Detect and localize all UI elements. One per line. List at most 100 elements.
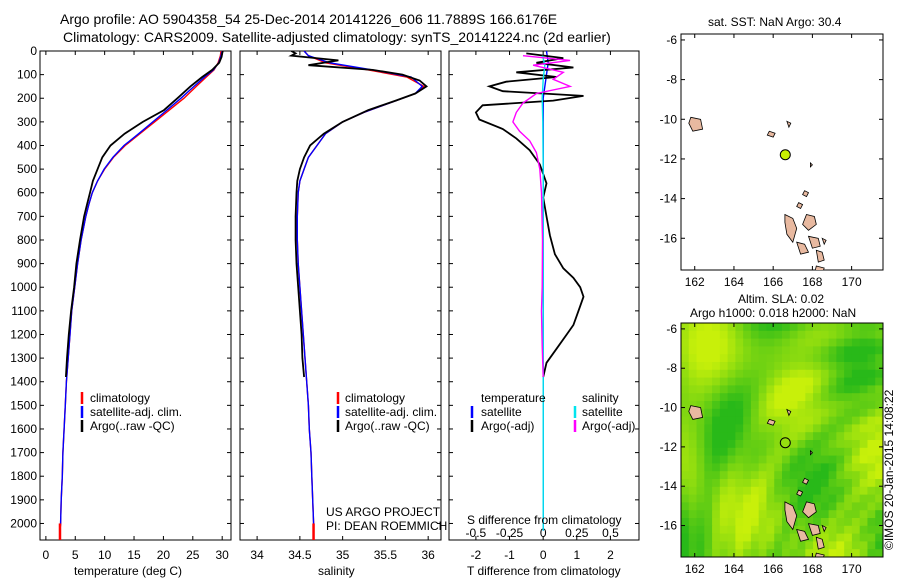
heatmap-cell bbox=[727, 401, 736, 410]
heatmap-cell bbox=[805, 401, 814, 410]
heatmap-cell bbox=[688, 369, 698, 379]
heatmap-cell bbox=[789, 416, 799, 425]
heatmap-cell bbox=[712, 440, 721, 449]
heatmap-cell bbox=[766, 369, 775, 379]
heatmap-cell bbox=[813, 330, 822, 340]
heatmap-cell bbox=[836, 447, 845, 457]
heatmap-cell bbox=[727, 393, 736, 402]
y-tick-label: 600 bbox=[17, 186, 37, 200]
top-tick-label: -0.5 bbox=[466, 526, 487, 540]
sla-map-frame bbox=[680, 322, 884, 558]
island bbox=[814, 552, 825, 557]
map-y-tick-label: -8 bbox=[666, 73, 677, 87]
map-y-tick-label: -6 bbox=[666, 33, 677, 47]
heatmap-cell bbox=[727, 346, 736, 355]
heatmap-cell bbox=[774, 518, 783, 527]
heatmap-cell bbox=[875, 401, 883, 410]
heatmap-cell bbox=[875, 479, 883, 488]
heatmap-cell bbox=[750, 440, 760, 449]
heatmap-cell bbox=[820, 479, 830, 488]
heatmap-cell bbox=[851, 541, 861, 550]
heatmap-cell bbox=[758, 510, 768, 519]
map-y-tick-label: -6 bbox=[666, 322, 677, 336]
heatmap-cell bbox=[813, 471, 822, 480]
heatmap-cell bbox=[774, 486, 783, 496]
heatmap-cell bbox=[758, 416, 768, 425]
heatmap-cell bbox=[774, 408, 783, 418]
heatmap-cell bbox=[851, 447, 861, 457]
heatmap-cell bbox=[782, 541, 791, 550]
heatmap-cell bbox=[836, 346, 845, 355]
heatmap-cell bbox=[828, 486, 837, 496]
heatmap-cell bbox=[797, 346, 806, 355]
heatmap-cell bbox=[681, 362, 690, 371]
heatmap-cell bbox=[836, 502, 845, 511]
heatmap-cell bbox=[805, 362, 814, 371]
heatmap-cell bbox=[727, 416, 736, 425]
heatmap-cell bbox=[750, 424, 760, 433]
heatmap-cell bbox=[766, 362, 775, 371]
heatmap-cell bbox=[750, 385, 760, 394]
heatmap-cell bbox=[727, 385, 736, 394]
heatmap-cell bbox=[867, 518, 876, 527]
heatmap-cell bbox=[704, 549, 713, 557]
heatmap-cell bbox=[758, 494, 768, 503]
heatmap-cell bbox=[828, 385, 837, 394]
heatmap-cell bbox=[735, 424, 744, 433]
heatmap-cell bbox=[688, 401, 698, 410]
heatmap-cell bbox=[743, 408, 752, 418]
heatmap-cell bbox=[681, 369, 690, 379]
heatmap-cell bbox=[813, 463, 822, 472]
top-tick-label: -0.25 bbox=[496, 526, 524, 540]
salinity-x-label: salinity bbox=[318, 564, 355, 578]
heatmap-cell bbox=[867, 486, 876, 496]
heatmap-cell bbox=[844, 323, 853, 332]
heatmap-cell bbox=[797, 549, 806, 557]
imos-timestamp-label: ©IMOS 20-Jan-2015 14:08:22 bbox=[882, 389, 896, 550]
heatmap-cell bbox=[782, 440, 791, 449]
heatmap-cell bbox=[836, 377, 845, 386]
heatmap-cell bbox=[712, 408, 721, 418]
heatmap-cell bbox=[696, 471, 705, 480]
heatmap-cell bbox=[758, 471, 768, 480]
heatmap-cell bbox=[859, 525, 869, 535]
heatmap-cell bbox=[712, 494, 721, 503]
heatmap-cell bbox=[735, 401, 744, 410]
heatmap-cell bbox=[743, 385, 752, 394]
heatmap-cell bbox=[712, 525, 721, 535]
map-x-tick-label: 170 bbox=[842, 275, 862, 289]
heatmap-cell bbox=[875, 354, 883, 363]
heatmap-cell bbox=[750, 401, 760, 410]
heatmap-cell bbox=[875, 432, 883, 441]
map-y-tick-label: -10 bbox=[660, 112, 678, 126]
heatmap-cell bbox=[844, 338, 853, 347]
heatmap-cell bbox=[820, 549, 830, 557]
y-tick-label: 800 bbox=[17, 233, 37, 247]
heatmap-cell bbox=[805, 479, 814, 488]
map-y-tick-label: -14 bbox=[660, 479, 678, 493]
heatmap-cell bbox=[774, 369, 783, 379]
heatmap-cell bbox=[813, 518, 822, 527]
heatmap-cell bbox=[750, 518, 760, 527]
heatmap-cell bbox=[743, 323, 752, 332]
heatmap-cell bbox=[820, 518, 830, 527]
heatmap-cell bbox=[688, 424, 698, 433]
heatmap-cell bbox=[750, 369, 760, 379]
y-tick-label: 1200 bbox=[10, 327, 37, 341]
heatmap-cell bbox=[750, 525, 760, 535]
heatmap-cell bbox=[750, 354, 760, 363]
heatmap-cell bbox=[851, 510, 861, 519]
heatmap-cell bbox=[704, 455, 713, 464]
heatmap-cell bbox=[758, 393, 768, 402]
heatmap-cell bbox=[704, 330, 713, 340]
heatmap-cell bbox=[743, 463, 752, 472]
heatmap-cell bbox=[844, 401, 853, 410]
heatmap-cell bbox=[805, 393, 814, 402]
heatmap-cell bbox=[719, 447, 729, 457]
heatmap-cell bbox=[758, 338, 768, 347]
heatmap-cell bbox=[758, 525, 768, 535]
heatmap-cell bbox=[851, 416, 861, 425]
heatmap-cell bbox=[766, 330, 775, 340]
heatmap-cell bbox=[750, 533, 760, 542]
heatmap-cell bbox=[696, 338, 705, 347]
